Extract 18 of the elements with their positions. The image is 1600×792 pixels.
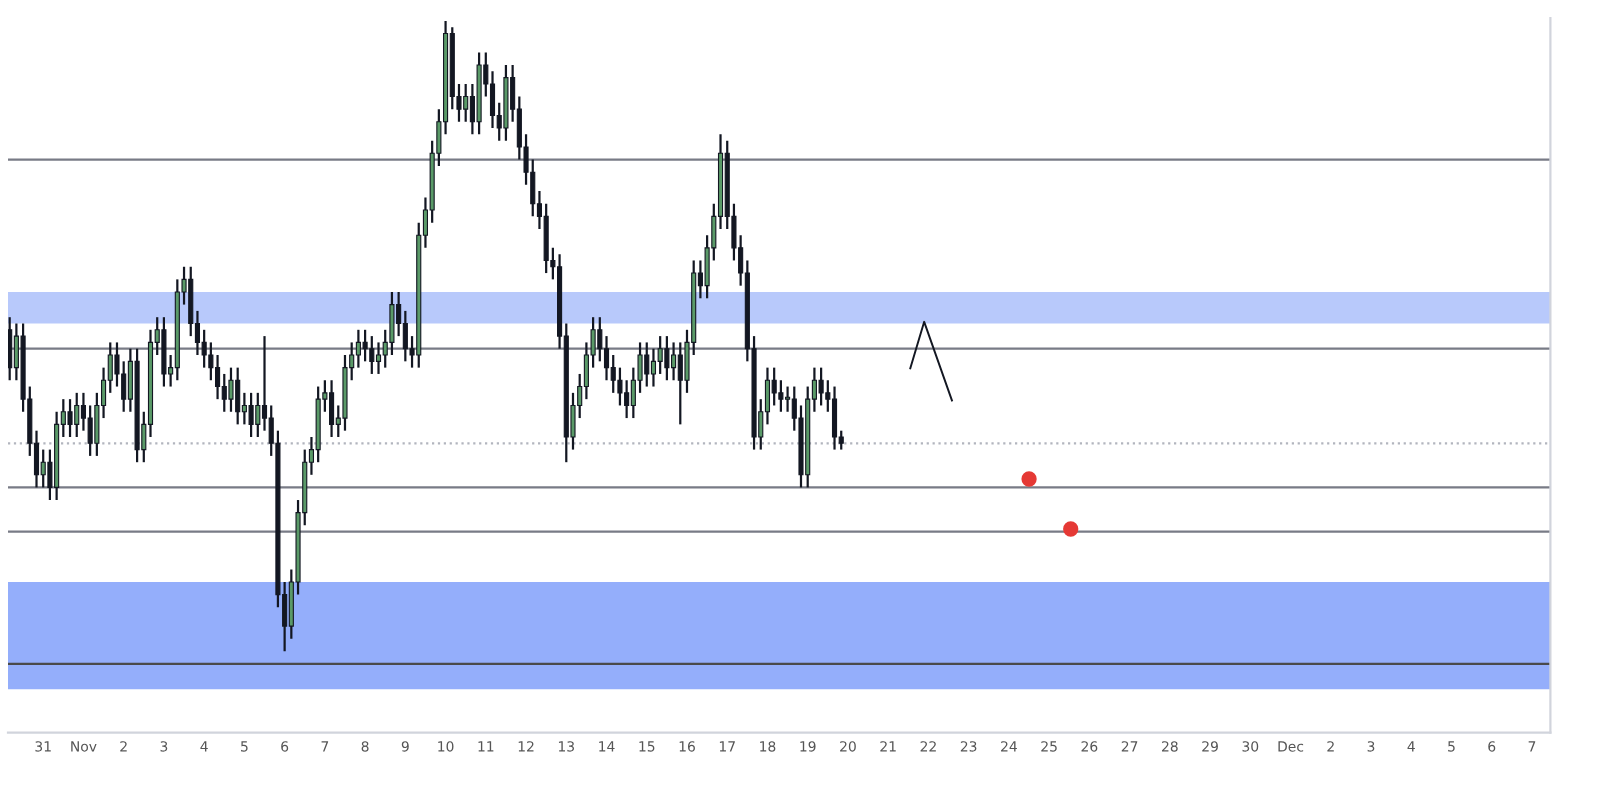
candlestick <box>329 379 335 439</box>
candlestick <box>74 391 80 439</box>
candlestick <box>771 366 777 407</box>
candlestick <box>831 385 838 451</box>
candlestick <box>369 335 375 376</box>
candlestick <box>40 448 46 489</box>
candlestick <box>228 366 234 413</box>
candlestick <box>248 391 254 439</box>
candlestick <box>161 316 167 388</box>
candlestick <box>818 366 824 407</box>
candlestick <box>463 82 469 123</box>
candlestick <box>8 316 13 382</box>
candlestick <box>67 398 73 439</box>
candlestick <box>677 341 683 426</box>
candlestick <box>235 366 241 426</box>
candlestick <box>664 335 670 382</box>
candlestick <box>671 341 677 382</box>
candlestick <box>644 341 650 388</box>
